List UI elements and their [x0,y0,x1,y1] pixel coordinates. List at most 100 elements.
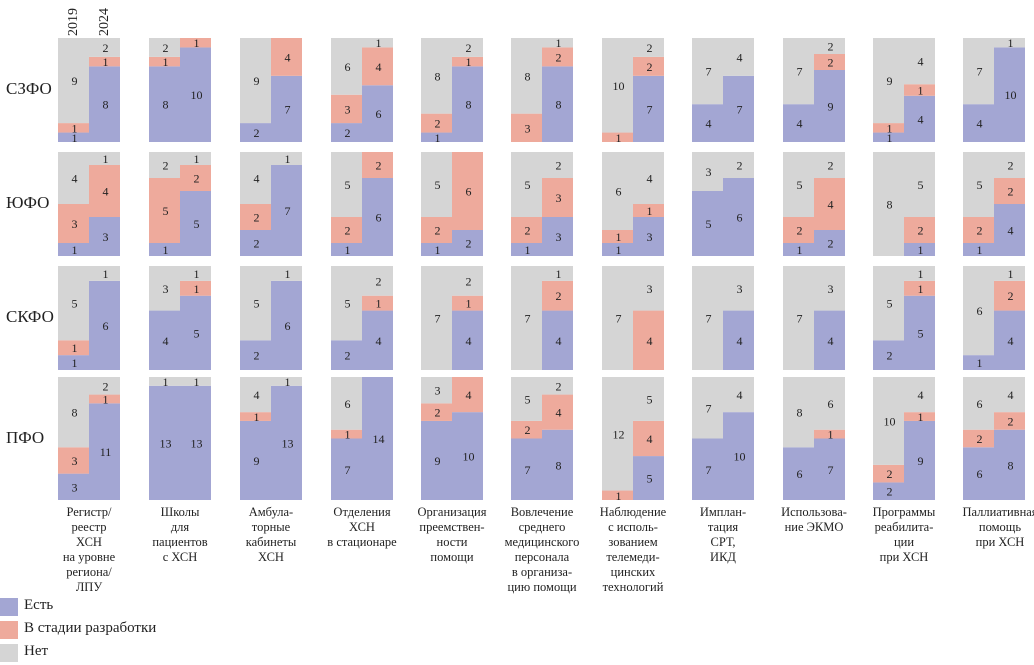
bar-value-label: 6 [376,107,382,121]
bar-segment-dev-r3-c0-2024 [89,394,120,404]
bar-segment-dev-r3-c0-2019 [58,447,89,474]
bar-segment-no-r2-c1-2024 [180,266,211,281]
bar-segment-yes-r3-c6-2024 [633,456,664,500]
bar-value-label: 5 [797,178,803,192]
bar-value-label: 5 [194,217,200,231]
bar-segment-yes-r3-c9-2019 [873,482,904,500]
legend-label: В стадии разработки [24,620,157,636]
bar-value-label: 4 [706,117,712,131]
bar-segment-no-r3-c6-2024 [633,377,664,421]
bar-value-label: 2 [828,56,834,70]
bar-value-label: 2 [797,224,803,238]
legend-label: Нет [24,643,49,659]
category-label: Имплан-тация СРТ, ИКД [699,505,747,564]
category-label: Регистр/реестр ХСН на уровне региона/ЛПУ [62,505,116,594]
bar-segment-dev-r1-c1-2024 [180,165,211,191]
bar-value-label: 6 [828,397,834,411]
bar-value-label: 8 [103,98,109,112]
bar-segment-no-r2-c8-2024 [814,266,845,311]
bar-value-label: 2 [1008,414,1014,428]
bar-value-label: 4 [163,334,169,348]
bar-segment-no-r1-c0-2019 [58,152,89,204]
bar-value-label: 1 [435,243,441,257]
bar-segment-no-r2-c10-2024 [994,266,1025,281]
bar-segment-no-r2-c0-2019 [58,266,89,341]
bar-value-label: 1 [556,36,562,50]
bar-value-label: 1 [194,267,200,281]
bar-value-label: 5 [194,326,200,340]
bar-value-label: 8 [556,458,562,472]
bar-value-label: 1 [616,131,622,145]
bar-segment-no-r1-c10-2024 [994,152,1025,178]
bar-segment-yes-r3-c10-2019 [963,447,994,500]
bar-value-label: 5 [918,178,924,192]
bar-segment-yes-r0-c6-2024 [633,75,664,142]
bar-segment-yes-r2-c9-2024 [904,295,935,370]
bar-value-label: 8 [163,98,169,112]
bar-segment-no-r2-c9-2019 [873,266,904,341]
bar-value-label: 2 [345,224,351,238]
region-label: ПФО [6,427,45,447]
bar-segment-yes-r1-c4-2024 [452,230,483,256]
bar-value-label: 3 [706,165,712,179]
bar-value-label: 2 [254,126,260,140]
category-label: Организация преемствен-ности помощи [417,505,487,564]
bar-segment-yes-r2-c4-2024 [452,310,483,370]
bar-value-label: 2 [163,159,169,173]
bar-value-label: 8 [1008,458,1014,472]
bar-segment-dev-r2-c6-2024 [633,310,664,370]
bar-value-label: 14 [373,432,385,446]
bar-segment-yes-r0-c0-2019 [58,132,89,142]
bar-segment-no-r3-c10-2024 [994,377,1025,413]
bar-value-label: 2 [977,432,983,446]
bar-value-label: 7 [345,463,351,477]
bar-value-label: 2 [556,289,562,303]
bar-segment-yes-r2-c3-2024 [362,310,393,370]
bar-segment-yes-r0-c9-2019 [873,132,904,142]
bar-segment-no-r1-c9-2019 [873,152,904,256]
bar-segment-yes-r1-c3-2019 [331,243,362,256]
bar-segment-yes-r3-c3-2019 [331,438,362,500]
bar-segment-yes-r0-c3-2019 [331,123,362,142]
bar-segment-yes-r1-c8-2024 [814,230,845,256]
bar-segment-yes-r0-c1-2019 [149,66,180,142]
bar-segment-dev-r0-c0-2024 [89,56,120,67]
bar-value-label: 4 [918,55,924,69]
bar-value-label: 4 [647,432,653,446]
bar-segment-yes-r1-c2-2024 [271,165,302,256]
bar-segment-yes-r3-c0-2024 [89,403,120,500]
bar-segment-dev-r3-c4-2024 [452,377,483,413]
bar-value-label: 2 [466,237,472,251]
legend-swatch [0,598,18,616]
bar-segment-dev-r0-c6-2024 [633,56,664,76]
bar-value-label: 8 [435,69,441,83]
bar-segment-no-r3-c2-2024 [271,377,302,386]
bar-segment-yes-r0-c2-2019 [240,123,271,142]
bar-segment-no-r0-c1-2019 [149,38,180,57]
bar-value-label: 2 [1008,185,1014,199]
bar-segment-no-r2-c1-2019 [149,266,180,311]
bar-value-label: 3 [647,230,653,244]
bar-value-label: 2 [435,117,441,131]
bar-segment-dev-r1-c0-2024 [89,165,120,217]
bar-segment-dev-r1-c0-2019 [58,204,89,243]
bar-value-label: 4 [918,112,924,126]
bar-value-label: 1 [103,152,109,166]
bar-segment-dev-r1-c10-2024 [994,178,1025,204]
bar-value-label: 2 [647,41,653,55]
legend-swatch [0,644,18,662]
bar-value-label: 10 [613,79,625,93]
bar-segment-dev-r0-c6-2019 [602,132,633,142]
bar-value-label: 4 [1008,388,1014,402]
bar-value-label: 10 [1005,88,1017,102]
bar-value-label: 7 [616,312,622,326]
bar-value-label: 1 [194,282,200,296]
bar-value-label: 1 [254,410,260,424]
bar-segment-yes-r2-c8-2024 [814,310,845,370]
bar-value-label: 1 [797,243,803,257]
bar-value-label: 6 [977,467,983,481]
bar-value-label: 3 [556,191,562,205]
bar-segment-yes-r1-c7-2024 [723,178,754,256]
bar-segment-dev-r1-c3-2024 [362,152,393,178]
bar-value-label: 10 [463,450,475,464]
